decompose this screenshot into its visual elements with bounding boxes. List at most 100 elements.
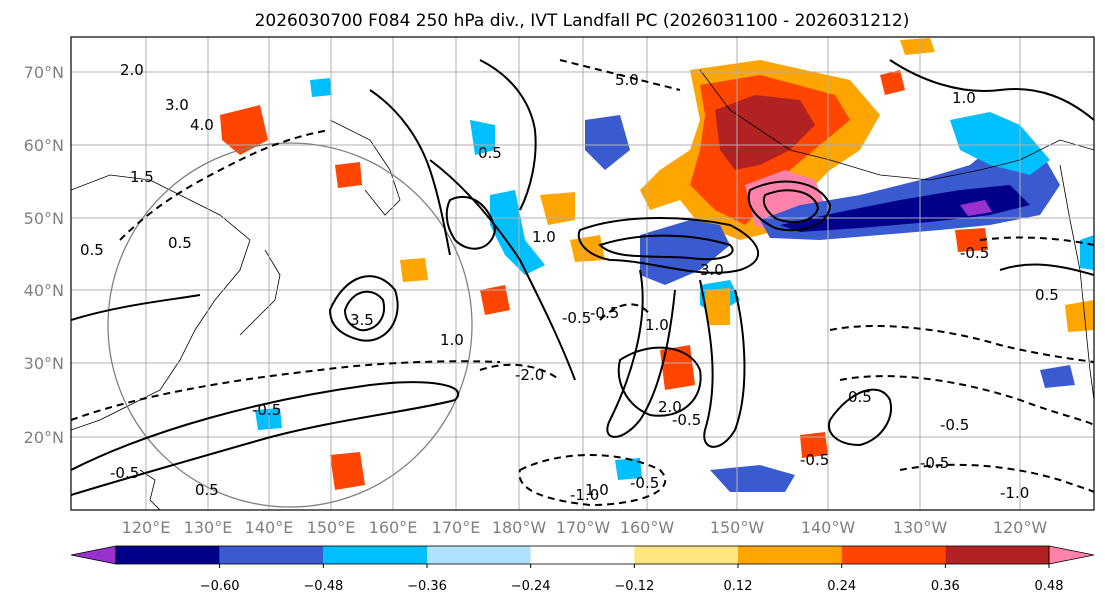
latitude-labels: 70°N 60°N 50°N 40°N 30°N 20°N xyxy=(24,63,64,447)
gridlines xyxy=(71,37,1094,510)
colorbar-tick-label: 0.12 xyxy=(724,579,753,594)
japan-coastline xyxy=(239,249,281,336)
colorbar-segment xyxy=(427,546,531,564)
strong-negative-divergence-area xyxy=(780,185,1030,232)
latitude-label: 50°N xyxy=(24,209,64,228)
contour-line xyxy=(889,59,1094,121)
contour-label: -0.5 xyxy=(672,411,701,429)
positive-divergence-area xyxy=(705,288,730,325)
contour-line xyxy=(999,263,1094,276)
contour-labels: 2.0 3.0 4.0 1.5 0.5 -0.5 5.0 1.0 3.5 -2.… xyxy=(80,61,1059,504)
contour-label: 1.0 xyxy=(585,481,609,499)
contour-line xyxy=(343,290,386,332)
contour-line xyxy=(71,360,501,421)
contour-line xyxy=(577,217,760,274)
contour-label: 3.5 xyxy=(350,311,374,329)
contour-line xyxy=(979,236,1094,246)
contour-label: 1.0 xyxy=(532,228,556,246)
colorbar-ticks: −0.60 −0.48 −0.36 −0.24 −0.12 0.12 0.24 0.36 0.4… xyxy=(200,564,1063,594)
contour-label: 3.0 xyxy=(700,261,724,279)
contour-line xyxy=(119,129,331,241)
colorbar-segment xyxy=(116,546,220,564)
longitude-label: 120°E xyxy=(122,518,171,537)
positive-divergence-area xyxy=(880,70,905,95)
contour-line xyxy=(479,363,561,381)
contour-label: -0.5 xyxy=(110,464,139,482)
contour-label: 1.0 xyxy=(645,316,669,334)
contour-label: -0.5 xyxy=(960,244,989,262)
divergence-shading xyxy=(220,38,1094,492)
longitude-label: 180°W xyxy=(492,518,547,537)
positive-divergence-area xyxy=(330,452,365,490)
contour-line xyxy=(699,279,746,448)
colorbar-segment xyxy=(945,546,1049,564)
contour-label: 0.5 xyxy=(848,388,872,406)
contour-line xyxy=(369,89,451,256)
colorbar-tick-label: −0.60 xyxy=(200,579,240,594)
alaska-coastline xyxy=(699,69,1094,181)
longitude-label: 160°W xyxy=(620,518,675,537)
contour-line xyxy=(518,454,667,507)
contour-line xyxy=(71,294,201,321)
contour-line xyxy=(429,159,576,381)
colorbar-segment xyxy=(219,546,324,564)
contour-line xyxy=(828,388,892,447)
longitude-label: 130°E xyxy=(184,518,233,537)
contour-label: -0.5 xyxy=(800,451,829,469)
positive-divergence-area xyxy=(335,162,362,188)
contour-label: 0.5 xyxy=(80,241,104,259)
very-strong-positive-divergence-area xyxy=(715,95,815,170)
positive-divergence-area xyxy=(220,105,268,155)
longitude-label: 140°W xyxy=(801,518,856,537)
extreme-negative-divergence-area xyxy=(960,200,992,216)
contour-label: 0.5 xyxy=(195,481,219,499)
contour-line xyxy=(747,180,832,232)
kamchatka-coastline xyxy=(329,119,401,216)
contour-line xyxy=(899,463,1094,493)
colorbar-upper-extension xyxy=(1048,545,1095,565)
contour-line xyxy=(839,375,1094,426)
colorbar-segment xyxy=(530,546,635,564)
contour-line xyxy=(762,189,820,224)
negative-divergence-area xyxy=(585,115,630,170)
latitude-label: 40°N xyxy=(24,281,64,300)
positive-divergence-area xyxy=(900,38,935,55)
negative-divergence-area xyxy=(1040,365,1075,388)
coastlines xyxy=(71,69,1094,510)
contour-label: 4.0 xyxy=(190,116,214,134)
contour-label: 2.0 xyxy=(658,398,682,416)
contour-label: -0.5 xyxy=(920,454,949,472)
contour-label: 1.5 xyxy=(130,168,154,186)
longitude-label: 120°W xyxy=(993,518,1048,537)
contour-label: -0.5 xyxy=(590,304,619,322)
colorbar-tick-label: 0.36 xyxy=(931,579,960,594)
positive-divergence-area xyxy=(540,192,575,225)
ivt-contours xyxy=(71,59,1094,507)
colorbar-tick-label: −0.36 xyxy=(407,579,447,594)
positive-divergence-area xyxy=(660,345,695,390)
contour-label: 1.0 xyxy=(952,89,976,107)
negative-divergence-area xyxy=(1080,235,1094,270)
contour-line xyxy=(617,346,702,417)
asia-coastline xyxy=(71,174,251,431)
contour-line xyxy=(71,381,460,496)
negative-divergence-area xyxy=(490,190,545,275)
longitude-label: 150°W xyxy=(710,518,765,537)
contour-label: 5.0 xyxy=(615,71,639,89)
north-america-coastline xyxy=(1059,164,1094,401)
negative-divergence-area xyxy=(950,112,1050,175)
colorbar-segments xyxy=(70,545,1095,565)
contour-label: -2.0 xyxy=(515,366,544,384)
longitude-label: 160°E xyxy=(369,518,418,537)
colorbar-tick-label: −0.24 xyxy=(511,579,551,594)
negative-divergence-area xyxy=(310,78,332,97)
contour-line xyxy=(479,59,537,211)
longitude-label: 170°W xyxy=(556,518,611,537)
longitude-label: 170°E xyxy=(432,518,481,537)
colorbar: −0.60 −0.48 −0.36 −0.24 −0.12 0.12 0.24 0.36 0.4… xyxy=(70,545,1095,594)
colorbar-segment xyxy=(738,546,842,564)
colorbar-segment xyxy=(634,546,738,564)
colorbar-tick-label: −0.48 xyxy=(303,579,343,594)
contour-label: 2.0 xyxy=(120,61,144,79)
